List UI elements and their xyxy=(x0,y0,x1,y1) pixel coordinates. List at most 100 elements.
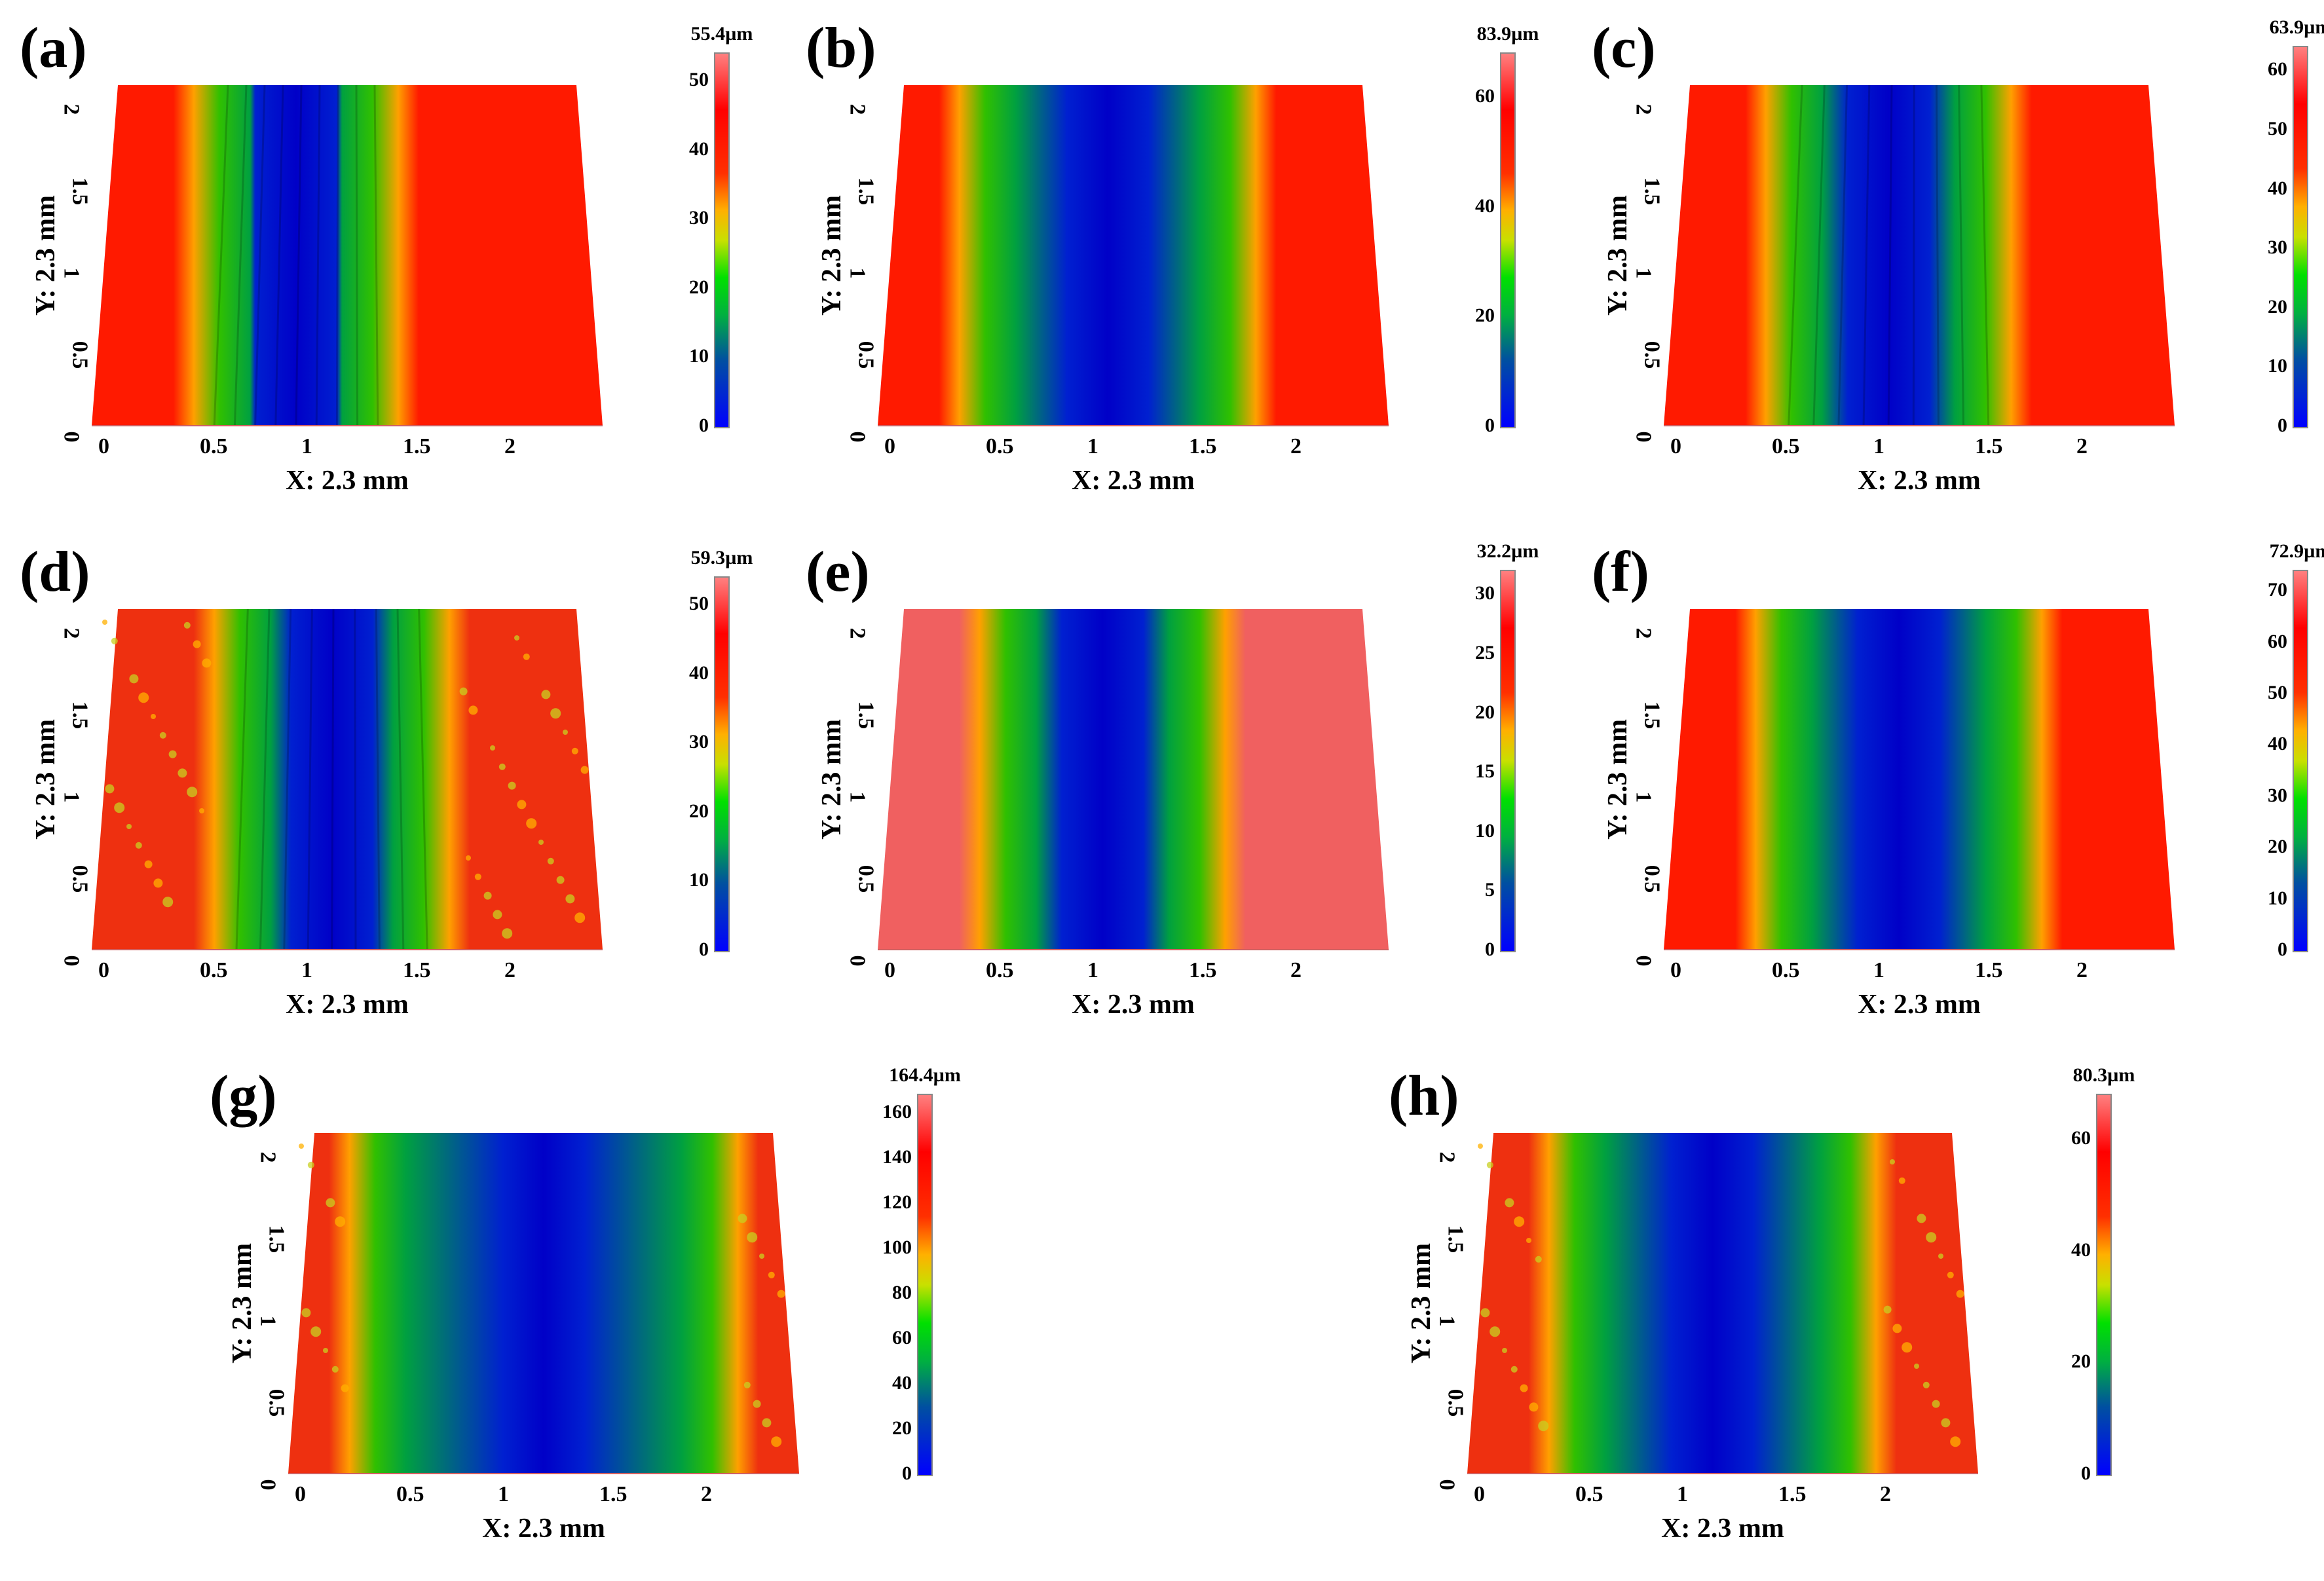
colorbar-tick-label: 0 xyxy=(699,415,709,436)
surface-height-field xyxy=(878,85,1389,426)
colorbar xyxy=(714,576,730,952)
colorbar-tick-label: 10 xyxy=(689,345,709,367)
colorbar xyxy=(917,1094,933,1476)
x-tick-label: 1.5 xyxy=(403,958,431,982)
x-tick-label: 0.5 xyxy=(986,434,1014,458)
colorbar-tick-label: 0 xyxy=(699,939,709,960)
y-tick-label: 0 xyxy=(1434,1479,1459,1491)
y-tick-label: 1 xyxy=(1631,267,1656,279)
x-tick-label: 0.5 xyxy=(1575,1482,1603,1506)
x-tick-label: 2 xyxy=(504,958,515,982)
x-tick-label: 0 xyxy=(884,434,895,458)
x-tick-label: 1.5 xyxy=(1778,1482,1807,1506)
y-tick-label: 0 xyxy=(59,431,84,443)
colorbar-max-label: 83.9µm xyxy=(1476,23,1539,45)
colorbar-tick-label: 140 xyxy=(882,1145,912,1168)
colorbar-tick-label: 70 xyxy=(2268,579,2287,601)
colorbar-tick-label: 30 xyxy=(1475,582,1495,604)
colorbar-tick-label: 160 xyxy=(882,1100,912,1123)
y-tick-label: 1 xyxy=(1631,791,1656,803)
y-tick-label: 0.5 xyxy=(853,341,878,369)
colorbar-tick-label: 20 xyxy=(689,800,709,822)
x-tick-label: 1 xyxy=(1873,958,1884,982)
panel-e: (e) 0 0.5 1 1.5 2 0 0.5 1 1.5 2 X: 2.3 mm Y: 2.3 mm 3… xyxy=(786,524,1559,1048)
colorbar-tick-label: 60 xyxy=(2268,630,2287,652)
x-tick-label: 0.5 xyxy=(1772,434,1800,458)
colorbar-tick-label: 20 xyxy=(2268,836,2287,858)
y-tick-label: 1.5 xyxy=(1443,1225,1468,1254)
x-tick-label: 0 xyxy=(884,958,895,982)
x-tick-label: 0 xyxy=(98,958,109,982)
y-tick-label: 0 xyxy=(845,955,870,967)
x-axis-title: X: 2.3 mm xyxy=(1858,990,1981,1020)
panel-label: (a) xyxy=(20,16,87,80)
colorbar-tick-label: 0 xyxy=(1485,415,1495,436)
x-tick-label: 1 xyxy=(498,1482,509,1506)
colorbar-tick-label: 20 xyxy=(689,276,709,298)
colorbar-tick-label: 60 xyxy=(2268,58,2287,81)
y-tick-label: 0.5 xyxy=(1443,1388,1468,1417)
surface-map-g xyxy=(288,1133,799,1474)
colorbar-tick-label: 20 xyxy=(1475,305,1495,327)
x-axis-title: X: 2.3 mm xyxy=(482,1514,605,1544)
panel-label: (b) xyxy=(806,16,876,80)
surface-height-field xyxy=(1467,1133,1978,1474)
surface-height-field xyxy=(288,1133,799,1474)
y-tick-label: 1.5 xyxy=(1640,177,1664,206)
surface-height-field xyxy=(1664,609,2175,950)
y-axis-title: Y: 2.3 mm xyxy=(817,195,847,316)
x-axis-title: X: 2.3 mm xyxy=(1072,466,1195,496)
y-axis-title: Y: 2.3 mm xyxy=(1603,719,1633,840)
colorbar-tick-label: 60 xyxy=(892,1326,912,1348)
panel-label: (h) xyxy=(1389,1064,1459,1128)
y-tick-label: 1.5 xyxy=(1640,701,1664,730)
colorbar-tick-label: 60 xyxy=(1475,85,1495,107)
x-tick-label: 0 xyxy=(1670,958,1681,982)
colorbar-tick-label: 20 xyxy=(1475,701,1495,723)
colorbar-tick-label: 20 xyxy=(892,1417,912,1439)
surface-height-field xyxy=(92,609,603,950)
x-tick-label: 1.5 xyxy=(403,434,431,458)
x-tick-label: 1 xyxy=(1677,1482,1688,1506)
y-tick-label: 1 xyxy=(1434,1315,1459,1327)
x-axis-title: X: 2.3 mm xyxy=(1072,990,1195,1020)
colorbar xyxy=(714,52,730,428)
colorbar-tick-label: 20 xyxy=(2071,1350,2091,1373)
x-tick-label: 2 xyxy=(1290,958,1302,982)
y-tick-label: 2 xyxy=(1631,627,1656,639)
panel-b: (b) 0 0.5 1 1.5 2 0 0.5 1 1.5 2 X: 2.3 mm Y: 2.3 mm 8… xyxy=(786,0,1559,524)
x-tick-label: 2 xyxy=(701,1482,712,1506)
x-tick-label: 2 xyxy=(1880,1482,1891,1506)
colorbar-tick-label: 0 xyxy=(1485,939,1495,960)
x-tick-label: 1 xyxy=(301,958,312,982)
colorbar-tick-label: 120 xyxy=(882,1191,912,1213)
y-tick-label: 0 xyxy=(59,955,84,967)
y-tick-label: 1 xyxy=(845,267,870,279)
x-axis-title: X: 2.3 mm xyxy=(286,990,409,1020)
colorbar-tick-label: 25 xyxy=(1475,641,1495,663)
y-tick-label: 2 xyxy=(1631,103,1656,115)
panel-g: (g) 0 0.5 1 1.5 2 0 0.5 1 1.5 2 X: 2.3 mm Y: 2.3 mm 1… xyxy=(197,1048,969,1581)
colorbar-tick-label: 10 xyxy=(2268,887,2287,909)
colorbar-tick-label: 80 xyxy=(892,1281,912,1303)
y-axis-title: Y: 2.3 mm xyxy=(1603,195,1633,316)
y-tick-label: 1.5 xyxy=(67,701,92,730)
colorbar-tick-label: 40 xyxy=(2268,733,2287,755)
surface-map-d xyxy=(92,608,603,950)
y-tick-label: 1.5 xyxy=(853,177,878,206)
panel-label: (d) xyxy=(20,540,90,604)
x-tick-label: 1 xyxy=(1087,434,1098,458)
colorbar-tick-label: 10 xyxy=(689,869,709,891)
colorbar-tick-label: 60 xyxy=(2071,1127,2091,1149)
colorbar-max-label: 59.3µm xyxy=(690,547,753,568)
panel-f: (f) 0 0.5 1 1.5 2 0 0.5 1 1.5 2 X: 2.3 mm Y: 2.3 mm 7… xyxy=(1572,524,2324,1048)
colorbar-tick-label: 30 xyxy=(689,731,709,753)
colorbar-tick-label: 40 xyxy=(2071,1238,2091,1261)
colorbar-tick-label: 40 xyxy=(689,138,709,160)
panel-label: (e) xyxy=(806,540,870,604)
y-tick-label: 2 xyxy=(1434,1151,1459,1163)
y-tick-label: 1 xyxy=(59,267,84,279)
x-axis-title: X: 2.3 mm xyxy=(1858,466,1981,496)
x-tick-label: 0 xyxy=(1670,434,1681,458)
y-tick-label: 1 xyxy=(255,1315,280,1327)
